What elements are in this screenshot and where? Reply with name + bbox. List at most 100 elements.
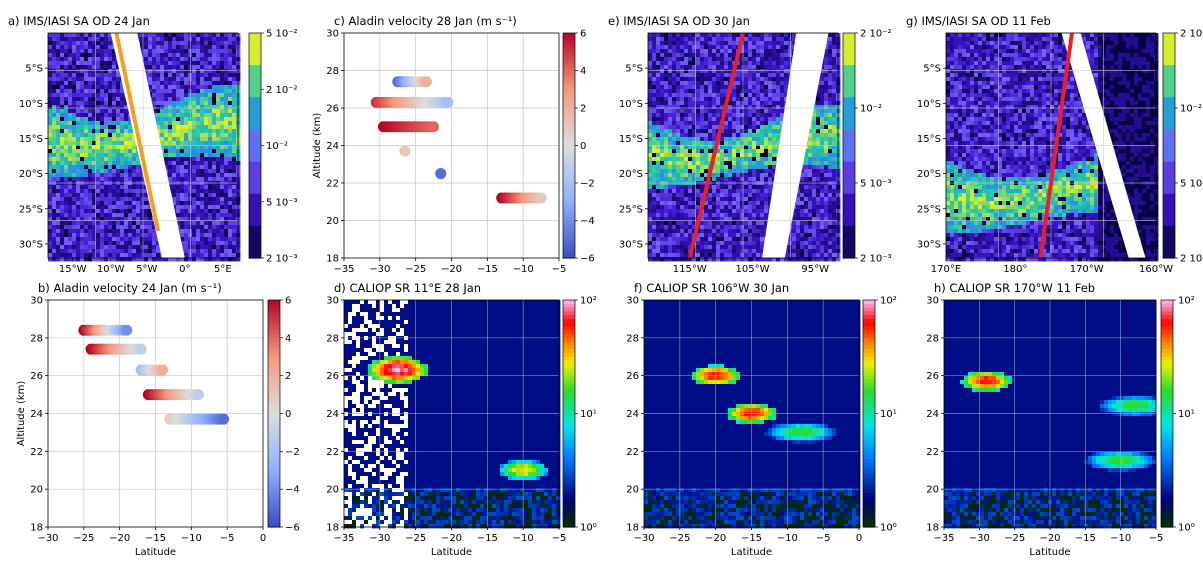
od-pixel xyxy=(120,209,125,214)
od-pixel xyxy=(60,233,65,238)
od-pixel xyxy=(120,117,125,122)
od-pixel xyxy=(172,33,177,38)
od-pixel xyxy=(656,185,661,190)
od-pixel xyxy=(196,53,201,58)
od-pixel xyxy=(648,49,653,54)
od-pixel xyxy=(760,109,765,114)
od-pixel xyxy=(684,65,689,70)
od-pixel xyxy=(680,53,685,58)
od-pixel xyxy=(48,85,53,90)
od-pixel xyxy=(740,125,745,130)
od-pixel xyxy=(84,185,89,190)
od-pixel xyxy=(684,173,689,178)
od-pixel xyxy=(712,57,717,62)
od-pixel xyxy=(684,189,689,194)
od-pixel xyxy=(664,113,669,118)
od-pixel xyxy=(108,53,113,58)
od-pixel xyxy=(208,105,213,110)
od-pixel xyxy=(740,117,745,122)
od-pixel xyxy=(192,37,197,42)
od-pixel xyxy=(92,165,97,170)
od-pixel xyxy=(128,189,133,194)
od-pixel xyxy=(160,45,165,50)
od-pixel xyxy=(724,49,729,54)
od-pixel xyxy=(96,157,101,162)
od-pixel xyxy=(688,133,693,138)
od-pixel xyxy=(680,173,685,178)
od-pixel xyxy=(672,197,677,202)
od-pixel xyxy=(168,73,173,78)
colorbar-segment xyxy=(563,153,575,158)
y-tick-label: 5°S xyxy=(25,64,43,75)
od-pixel xyxy=(96,217,101,222)
od-pixel xyxy=(116,257,121,262)
od-pixel xyxy=(708,77,713,82)
od-pixel xyxy=(228,173,233,178)
od-pixel xyxy=(204,105,209,110)
od-pixel xyxy=(180,205,185,210)
od-pixel xyxy=(216,149,221,154)
od-pixel xyxy=(108,141,113,146)
od-pixel xyxy=(224,65,229,70)
od-pixel xyxy=(84,85,89,90)
od-pixel xyxy=(112,141,117,146)
od-pixel xyxy=(816,85,821,90)
x-tick-label: 15°W xyxy=(59,264,87,275)
od-pixel xyxy=(136,205,141,210)
od-pixel xyxy=(180,89,185,94)
od-pixel xyxy=(140,173,145,178)
od-pixel xyxy=(820,161,825,166)
od-pixel xyxy=(696,197,701,202)
od-pixel xyxy=(56,205,61,210)
od-pixel xyxy=(832,129,837,134)
od-pixel xyxy=(228,133,233,138)
od-pixel xyxy=(104,85,109,90)
od-pixel xyxy=(76,253,81,258)
od-pixel xyxy=(64,193,69,198)
od-pixel xyxy=(100,149,105,154)
od-pixel xyxy=(96,97,101,102)
od-pixel xyxy=(660,85,665,90)
colorbar-label: 2 10⁻³ xyxy=(266,254,298,265)
od-pixel xyxy=(188,257,193,262)
od-pixel xyxy=(172,201,177,206)
od-pixel xyxy=(692,49,697,54)
od-pixel xyxy=(104,189,109,194)
od-pixel xyxy=(180,153,185,158)
od-pixel xyxy=(232,141,237,146)
od-pixel xyxy=(228,73,233,78)
od-pixel xyxy=(708,185,713,190)
od-pixel xyxy=(64,249,69,254)
od-pixel xyxy=(108,213,113,218)
od-pixel xyxy=(48,161,53,166)
od-pixel xyxy=(52,133,57,138)
od-pixel xyxy=(220,173,225,178)
od-pixel xyxy=(228,109,233,114)
od-pixel xyxy=(828,65,833,70)
od-pixel xyxy=(212,173,217,178)
od-pixel xyxy=(164,45,169,50)
od-pixel xyxy=(664,85,669,90)
od-pixel xyxy=(736,161,741,166)
od-pixel xyxy=(60,137,65,142)
od-pixel xyxy=(224,129,229,134)
od-pixel xyxy=(108,169,113,174)
od-pixel xyxy=(808,165,813,170)
od-pixel xyxy=(92,77,97,82)
od-pixel xyxy=(652,113,657,118)
od-pixel xyxy=(192,109,197,114)
od-pixel xyxy=(208,221,213,226)
od-pixel xyxy=(776,125,781,130)
od-pixel xyxy=(768,117,773,122)
od-pixel xyxy=(768,113,773,118)
x-tick-label: −15 xyxy=(477,264,498,275)
od-pixel xyxy=(768,57,773,62)
colorbar-label: 0 xyxy=(580,141,586,152)
od-pixel xyxy=(684,125,689,130)
od-pixel xyxy=(76,93,81,98)
od-pixel xyxy=(828,117,833,122)
od-pixel xyxy=(136,185,141,190)
od-pixel xyxy=(764,101,769,106)
od-pixel xyxy=(160,41,165,46)
od-pixel xyxy=(112,209,117,214)
